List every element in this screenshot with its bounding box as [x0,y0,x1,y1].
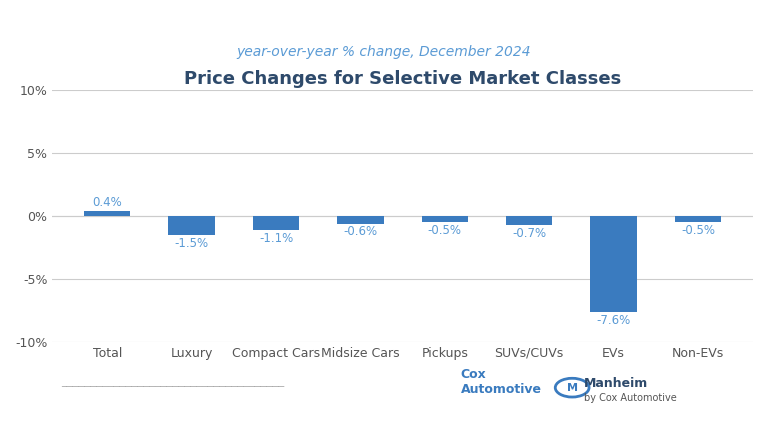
Text: M: M [567,383,578,393]
Text: by Cox Automotive: by Cox Automotive [584,393,677,403]
Bar [253,216,300,230]
Text: -0.5%: -0.5% [681,224,715,237]
Text: ──────────────────────────────────────: ────────────────────────────────────── [61,382,285,392]
Bar [506,216,552,225]
Bar [84,211,131,216]
Text: -0.5%: -0.5% [428,224,462,237]
Bar [422,216,468,222]
Bar [675,216,721,222]
Bar [591,216,637,312]
Text: -0.6%: -0.6% [343,225,378,239]
Bar [337,216,384,224]
Text: Manheim: Manheim [584,377,648,390]
Text: -1.5%: -1.5% [174,237,209,250]
Title: Price Changes for Selective Market Classes: Price Changes for Selective Market Class… [184,70,621,88]
Bar [168,216,215,235]
Text: -7.6%: -7.6% [597,314,631,327]
Text: -0.7%: -0.7% [512,227,546,240]
Text: year-over-year % change, December 2024: year-over-year % change, December 2024 [237,45,531,59]
Text: 0.4%: 0.4% [92,196,122,209]
Text: Cox
Automotive: Cox Automotive [461,368,541,396]
Text: -1.1%: -1.1% [259,232,293,245]
